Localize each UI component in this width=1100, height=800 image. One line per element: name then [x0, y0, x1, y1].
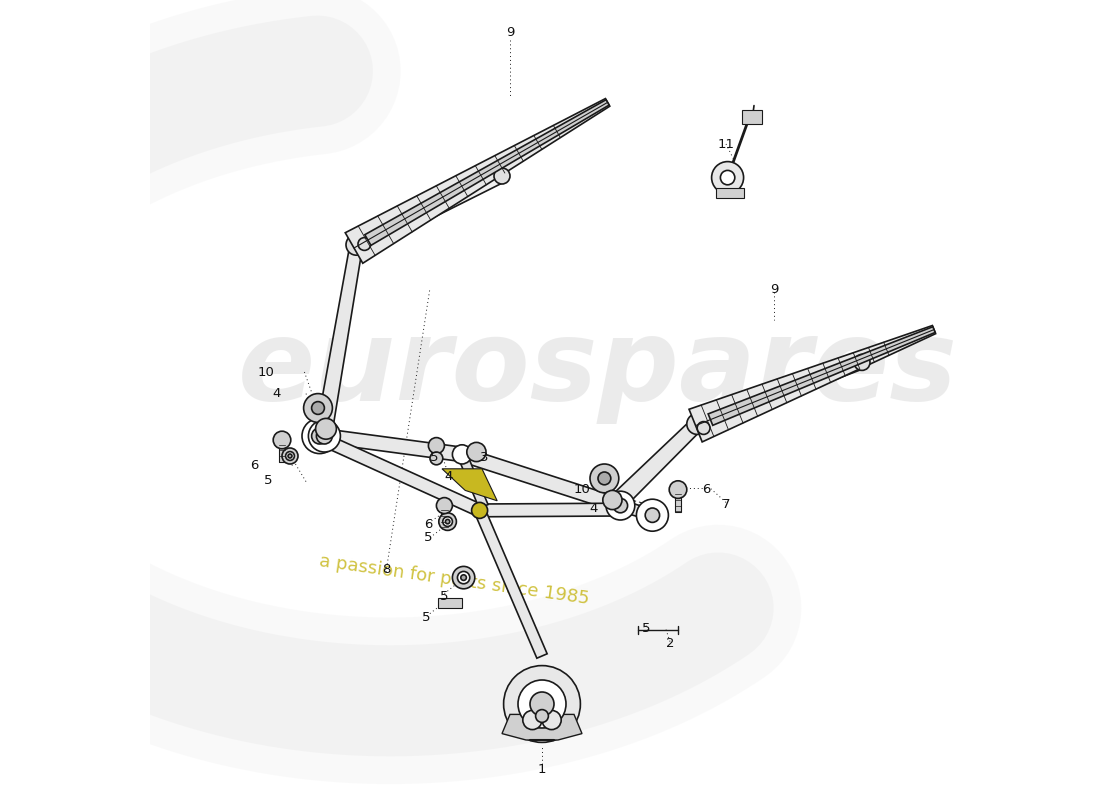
Text: 6: 6	[425, 518, 432, 530]
Circle shape	[439, 513, 456, 530]
Bar	[441, 506, 448, 526]
Text: 5: 5	[641, 622, 650, 634]
Text: 5: 5	[440, 590, 449, 602]
Text: 4: 4	[444, 470, 452, 482]
Circle shape	[494, 168, 510, 184]
Circle shape	[536, 710, 549, 722]
Polygon shape	[616, 419, 702, 504]
Text: 9: 9	[506, 26, 514, 38]
Text: 7: 7	[722, 498, 730, 510]
Circle shape	[446, 519, 450, 524]
Polygon shape	[323, 429, 463, 462]
Text: 10: 10	[573, 483, 591, 496]
Polygon shape	[317, 244, 363, 432]
Text: 5: 5	[430, 451, 438, 464]
Polygon shape	[438, 598, 462, 608]
Circle shape	[613, 498, 628, 513]
Circle shape	[646, 508, 660, 522]
Polygon shape	[693, 357, 865, 432]
Circle shape	[437, 498, 452, 514]
Circle shape	[518, 680, 567, 728]
Circle shape	[288, 454, 292, 458]
Text: 10: 10	[257, 366, 274, 378]
Circle shape	[302, 418, 338, 454]
Circle shape	[712, 162, 744, 194]
Circle shape	[458, 571, 470, 584]
Text: 1: 1	[538, 763, 547, 776]
Text: 4: 4	[272, 387, 280, 400]
Circle shape	[316, 418, 337, 439]
Polygon shape	[502, 714, 582, 740]
Circle shape	[452, 445, 472, 464]
Polygon shape	[458, 453, 488, 508]
Circle shape	[358, 238, 371, 250]
Polygon shape	[689, 326, 936, 442]
Circle shape	[606, 491, 635, 520]
Text: 5: 5	[425, 531, 432, 544]
Circle shape	[686, 414, 707, 434]
Polygon shape	[365, 100, 609, 246]
Circle shape	[530, 692, 554, 716]
Text: a passion for parts since 1985: a passion for parts since 1985	[318, 552, 591, 608]
Text: 3: 3	[480, 451, 488, 464]
Polygon shape	[708, 326, 935, 426]
Circle shape	[637, 499, 669, 531]
Circle shape	[598, 472, 611, 485]
Text: 6: 6	[250, 459, 258, 472]
Circle shape	[697, 422, 710, 434]
Circle shape	[466, 442, 486, 462]
Text: 6: 6	[702, 483, 711, 496]
Circle shape	[443, 517, 452, 526]
Polygon shape	[353, 170, 505, 254]
Circle shape	[311, 402, 324, 414]
Text: 8: 8	[382, 563, 390, 576]
Circle shape	[720, 170, 735, 185]
Circle shape	[452, 566, 475, 589]
Bar	[674, 490, 681, 512]
Polygon shape	[474, 508, 547, 658]
Polygon shape	[716, 188, 744, 198]
Text: 4: 4	[590, 502, 598, 514]
Circle shape	[304, 394, 332, 422]
Circle shape	[311, 428, 328, 444]
Polygon shape	[480, 503, 620, 517]
Text: 5: 5	[264, 474, 273, 486]
Circle shape	[308, 420, 340, 452]
Polygon shape	[742, 110, 762, 124]
Circle shape	[603, 490, 622, 510]
Circle shape	[428, 438, 444, 454]
Circle shape	[317, 428, 332, 444]
Text: eurospares: eurospares	[238, 313, 958, 423]
Circle shape	[282, 448, 298, 464]
Circle shape	[346, 234, 366, 255]
Circle shape	[854, 354, 870, 370]
Text: 11: 11	[717, 138, 735, 150]
Text: 9: 9	[770, 283, 778, 296]
Polygon shape	[322, 434, 482, 516]
Circle shape	[590, 464, 619, 493]
Circle shape	[504, 666, 581, 742]
Circle shape	[472, 502, 487, 518]
Polygon shape	[442, 469, 497, 501]
Bar	[278, 440, 285, 462]
Circle shape	[669, 481, 686, 498]
Circle shape	[430, 452, 443, 465]
Polygon shape	[460, 447, 623, 513]
Text: 2: 2	[666, 637, 674, 650]
Polygon shape	[619, 500, 654, 521]
Circle shape	[286, 451, 295, 460]
Circle shape	[542, 710, 561, 730]
Circle shape	[522, 710, 542, 730]
Text: 5: 5	[421, 611, 430, 624]
Polygon shape	[345, 98, 609, 263]
Circle shape	[273, 431, 290, 449]
Circle shape	[461, 574, 466, 581]
